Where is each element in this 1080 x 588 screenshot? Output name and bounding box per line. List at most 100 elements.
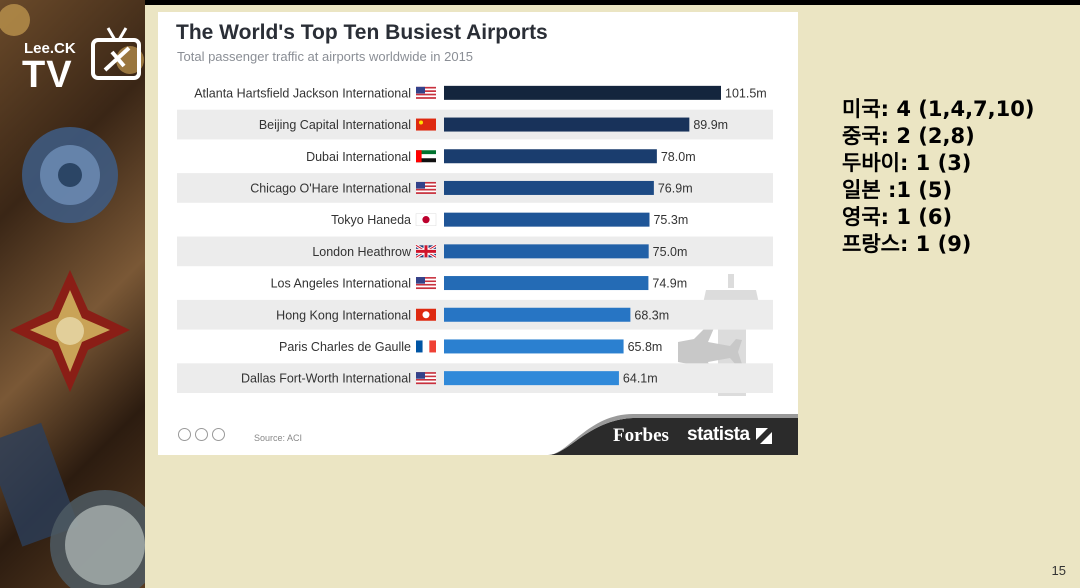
flag-stripe	[416, 183, 436, 186]
flag-stripe	[416, 375, 436, 378]
chart-card: The World's Top Ten Busiest Airports Tot…	[158, 12, 798, 455]
flag-stripe	[416, 95, 436, 98]
bar	[444, 149, 657, 164]
value-label: 64.1m	[623, 372, 658, 386]
value-label: 78.0m	[661, 150, 696, 164]
summary-japan: 일본 :1 (5)	[842, 178, 953, 202]
cc-icon	[178, 428, 191, 441]
brand-band	[548, 414, 798, 455]
channel-logo: Lee.CK TV	[20, 27, 141, 106]
flag-canton	[416, 277, 425, 284]
category-label: London Heathrow	[312, 245, 412, 259]
flag-band	[416, 340, 423, 353]
flag-hoist	[416, 150, 422, 163]
flag-stripe	[416, 181, 436, 184]
bar	[444, 276, 649, 291]
attribution-icon	[195, 428, 208, 441]
flag-stripe	[416, 280, 436, 283]
flag-band	[416, 154, 436, 159]
category-label: Beijing Capital International	[259, 118, 411, 132]
flag-us-icon	[416, 86, 436, 99]
flag-stripe	[416, 380, 436, 383]
flag-stripe	[416, 285, 436, 288]
category-label: Hong Kong International	[276, 308, 411, 322]
flag-field	[416, 118, 436, 131]
bar	[444, 212, 650, 227]
flag-stripe	[416, 97, 436, 99]
flag-stripe	[416, 91, 436, 94]
chart-row: Chicago O'Hare International 76.9m	[177, 173, 773, 203]
license-icons	[178, 428, 225, 441]
category-label: Los Angeles International	[271, 277, 411, 291]
chart-row: Beijing Capital International 89.9m	[177, 109, 773, 140]
flag-stripe	[416, 192, 436, 194]
top-bar	[0, 0, 1080, 5]
flag-gb-icon	[415, 244, 437, 259]
flag-jp-icon	[415, 213, 437, 226]
category-label: Atlanta Hartsfield Jackson International	[194, 86, 411, 100]
flag-fr-icon	[416, 340, 436, 353]
category-label: Dallas Fort-Worth International	[241, 372, 411, 386]
flag-stripe	[416, 283, 436, 286]
value-label: 75.0m	[653, 245, 688, 259]
flag-stripe	[416, 382, 436, 385]
flag-stripe	[416, 90, 436, 92]
bar	[444, 117, 690, 132]
bar	[444, 371, 619, 386]
country-summary: 미국: 4 (1,4,7,10) 중국: 2 (2,8) 두바이: 1 (3) …	[842, 96, 1034, 258]
flag-canton	[416, 372, 425, 379]
bar	[444, 85, 721, 100]
chart-row: Dubai International 78.0m	[306, 149, 696, 164]
value-label: 89.9m	[693, 118, 728, 132]
category-label: Paris Charles de Gaulle	[279, 340, 411, 354]
flag-stripe	[416, 187, 436, 189]
flag-stripe	[416, 287, 436, 290]
summary-france: 프랑스: 1 (9)	[842, 232, 972, 256]
chart-row: Hong Kong International 68.3m	[177, 299, 773, 330]
flag-us-icon	[416, 181, 436, 194]
bar	[444, 307, 631, 322]
flag-us-icon	[416, 372, 436, 385]
value-label: 76.9m	[658, 181, 693, 195]
chart-subtitle: Total passenger traffic at airports worl…	[177, 49, 474, 64]
statista-logo: statista	[687, 424, 750, 445]
flag-ae-icon	[416, 150, 436, 163]
chart-row: Tokyo Haneda 75.3m	[331, 212, 688, 227]
flag-stripe	[416, 190, 436, 193]
flag-canton	[416, 86, 425, 94]
chart-rows: Atlanta Hartsfield Jackson International…	[177, 85, 773, 393]
flag-stripe	[416, 379, 436, 381]
chart-row: Los Angeles International 74.9m	[271, 276, 687, 291]
bar	[444, 244, 649, 259]
flag-stripe	[416, 185, 436, 188]
flag-star	[419, 120, 423, 125]
chart-row: Dallas Fort-Worth International 64.1m	[177, 363, 773, 393]
flag-flower	[422, 311, 430, 319]
channel-name-small: Lee.CK	[24, 40, 76, 57]
flag-hk-icon	[416, 308, 436, 321]
value-label: 101.5m	[725, 86, 767, 100]
flag-stripe	[416, 88, 436, 91]
flag-band	[429, 340, 436, 353]
summary-china: 중국: 2 (2,8)	[842, 124, 975, 148]
flag-stripe	[416, 277, 436, 279]
decorative-art-panel: Lee.CK TV	[0, 0, 145, 588]
chart-row: Atlanta Hartsfield Jackson International…	[194, 85, 767, 100]
medals-illustration	[0, 4, 145, 588]
category-label: Dubai International	[306, 150, 411, 164]
flag-stripe	[416, 278, 436, 281]
channel-name-big: TV	[22, 54, 73, 96]
summary-uk: 영국: 1 (6)	[842, 205, 953, 229]
flag-stripe	[416, 373, 436, 376]
value-label: 75.3m	[653, 213, 688, 227]
value-label: 74.9m	[652, 277, 687, 291]
flag-canton	[416, 181, 425, 189]
flag-stripe	[416, 93, 436, 96]
chart-source: Source: ACI	[254, 433, 303, 443]
flag-band	[416, 150, 436, 155]
no-derivatives-icon	[212, 428, 225, 441]
flag-stripe	[416, 86, 436, 89]
flag-disc	[422, 216, 430, 224]
bar	[444, 180, 654, 195]
